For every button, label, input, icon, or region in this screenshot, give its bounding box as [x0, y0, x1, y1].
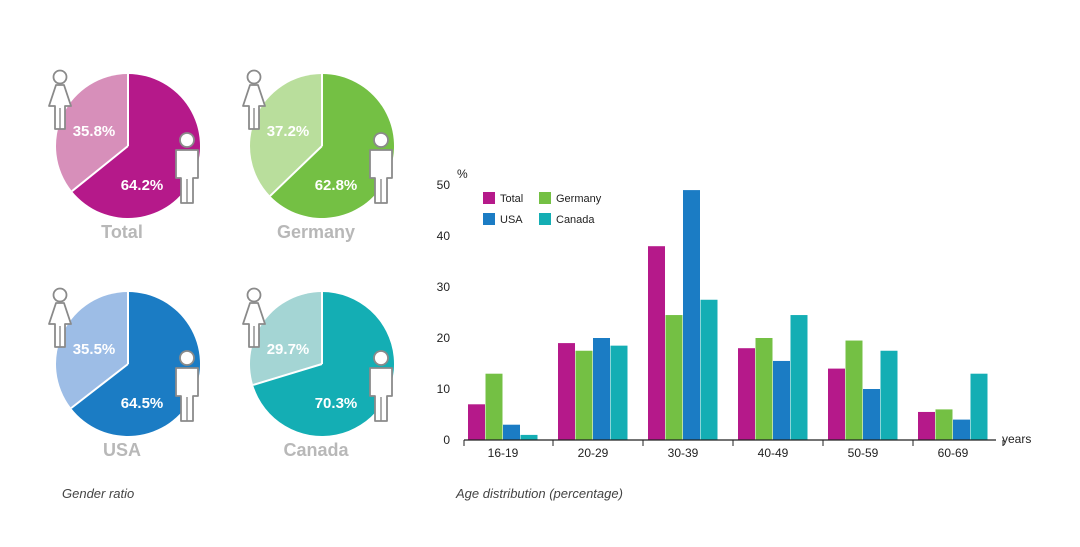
pie-divider [252, 363, 323, 386]
gender-ratio-caption: Gender ratio [62, 486, 134, 501]
bar-total-40-49 [738, 348, 755, 440]
pie-slice-female-usa [56, 292, 128, 409]
pie-female-label: 29.7% [267, 341, 310, 358]
pie-slice-male-usa [71, 292, 201, 436]
pie-slice-male-total [71, 74, 201, 219]
y-tick-label: 40 [437, 229, 451, 243]
pie-male-label: 70.3% [315, 395, 358, 412]
y-tick-label: 10 [437, 382, 451, 396]
x-tick-label: 60-69 [938, 446, 969, 460]
pie-slice-male-canada [253, 292, 395, 437]
y-tick-label: 20 [437, 331, 451, 345]
legend-label-canada: Canada [556, 214, 595, 226]
pie-divider [269, 145, 323, 197]
y-tick-label: 0 [443, 433, 450, 447]
legend-swatch-total [483, 192, 495, 204]
pie-name-germany: Germany [277, 222, 355, 242]
bar-canada-20-29 [610, 345, 628, 440]
bar-germany-60-69 [935, 409, 953, 440]
bar-usa-30-39 [683, 190, 700, 440]
x-axis-label: years [1002, 432, 1031, 446]
legend-label-germany: Germany [556, 193, 602, 205]
y-tick-label: 30 [437, 280, 451, 294]
x-tick-label: 20-29 [578, 446, 609, 460]
bar-canada-50-59 [880, 350, 898, 440]
pie-name-canada: Canada [283, 440, 349, 460]
legend-swatch-canada [539, 213, 551, 225]
pie-usa: 35.5% 64.5% USA [48, 287, 201, 460]
bar-germany-30-39 [665, 315, 683, 440]
pie-male-label: 64.5% [121, 395, 164, 412]
age-distribution-caption: Age distribution (percentage) [455, 486, 623, 501]
bar-canada-16-19 [520, 434, 538, 440]
bar-total-20-29 [558, 343, 575, 440]
bar-usa-60-69 [953, 419, 970, 440]
age-distribution-chart: 0 10 20 30 40 50% 16-19 20-29 30-39 40-49 50-59 60-… [437, 167, 1032, 460]
legend: Total Germany USA Canada [483, 192, 602, 226]
bar-usa-20-29 [593, 338, 610, 440]
bar-germany-40-49 [755, 338, 773, 440]
pie-total: 35.8% 64.2% Total [48, 69, 201, 242]
legend-swatch-usa [483, 213, 495, 225]
bar-total-16-19 [468, 404, 485, 440]
pie-slice-female-total [56, 74, 128, 192]
pie-male-label: 62.8% [315, 177, 358, 194]
legend-label-usa: USA [500, 214, 523, 226]
pie-divider [71, 145, 129, 192]
x-tick-label: 40-49 [758, 446, 789, 460]
pie-divider [70, 363, 129, 409]
pie-name-total: Total [101, 222, 143, 242]
bar-total-30-39 [648, 246, 665, 440]
y-axis-label: % [457, 167, 468, 181]
legend-swatch-germany [539, 192, 551, 204]
bar-total-60-69 [918, 411, 935, 440]
pie-male-label: 64.2% [121, 177, 164, 194]
pie-female-label: 37.2% [267, 123, 310, 140]
pie-female-label: 35.8% [73, 123, 116, 140]
y-tick-label: 50 [437, 178, 451, 192]
bar-canada-30-39 [700, 299, 718, 440]
legend-label-total: Total [500, 193, 523, 205]
bar-canada-40-49 [790, 315, 808, 440]
pie-female-label: 35.5% [73, 341, 116, 358]
x-tick-label: 50-59 [848, 446, 879, 460]
pie-slice-female-germany [250, 74, 322, 196]
bar-usa-40-49 [773, 360, 790, 440]
bar-germany-20-29 [575, 350, 593, 440]
bar-germany-16-19 [485, 373, 503, 440]
pie-canada: 29.7% 70.3% Canada [242, 287, 395, 460]
x-tick-label: 30-39 [668, 446, 699, 460]
bar-canada-60-69 [970, 373, 988, 440]
pie-name-usa: USA [103, 440, 141, 460]
pie-slice-male-germany [270, 74, 395, 218]
bar-total-50-59 [828, 368, 845, 440]
bar-usa-16-19 [503, 424, 520, 440]
gender-ratio-pies: 35.8% 64.2% Total 37.2% 62.8% Germany 35.5% 64.… [48, 69, 395, 460]
bar-germany-50-59 [845, 340, 863, 440]
pie-germany: 37.2% 62.8% Germany [242, 69, 395, 242]
bar-usa-50-59 [863, 389, 880, 440]
x-tick-label: 16-19 [488, 446, 519, 460]
pie-slice-female-canada [250, 292, 322, 385]
